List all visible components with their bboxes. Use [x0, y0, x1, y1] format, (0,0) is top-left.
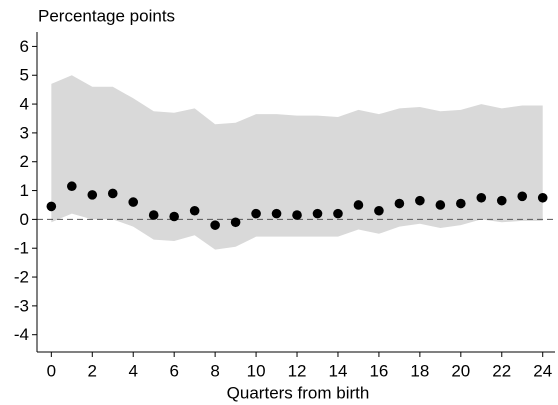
x-tick-label: 10	[247, 361, 266, 380]
y-tick-label: 1	[20, 181, 29, 200]
y-tick-label: 4	[20, 95, 29, 114]
point	[292, 210, 302, 220]
y-tick-label: 3	[20, 123, 29, 142]
point	[230, 217, 241, 228]
point	[374, 205, 384, 216]
y-axis-title: Percentage points	[38, 6, 175, 25]
x-tick-label: 0	[47, 361, 56, 380]
x-tick-label: 2	[88, 361, 97, 380]
y-tick-label: -2	[14, 268, 29, 287]
point	[394, 198, 405, 209]
point	[148, 210, 159, 220]
x-tick-label: 14	[329, 361, 348, 380]
y-tick-label: -1	[14, 239, 29, 258]
point	[87, 190, 98, 200]
point	[107, 188, 118, 199]
point	[517, 191, 528, 202]
point	[128, 197, 139, 207]
x-tick-label: 8	[210, 361, 219, 380]
point	[456, 198, 466, 209]
point	[353, 200, 364, 210]
point	[415, 195, 425, 206]
x-tick-label: 20	[451, 361, 470, 380]
point	[476, 192, 487, 203]
point	[210, 220, 220, 230]
point	[169, 211, 179, 222]
y-tick-label: -4	[14, 325, 29, 344]
x-tick-label: 22	[492, 361, 511, 380]
point	[271, 208, 282, 219]
point	[67, 181, 77, 192]
point	[251, 208, 261, 219]
y-tick-label: 5	[20, 66, 29, 85]
point	[46, 201, 57, 212]
x-tick-label: 4	[128, 361, 137, 380]
y-tick-label: 2	[20, 152, 29, 171]
point	[435, 200, 446, 210]
x-tick-label: 24	[533, 361, 552, 380]
y-tick-label: 0	[20, 210, 29, 229]
x-axis-title: Quarters from birth	[227, 383, 370, 402]
point	[537, 192, 548, 203]
y-tick-label: 6	[20, 37, 29, 56]
x-tick-label: 6	[169, 361, 178, 380]
point	[496, 195, 507, 206]
x-tick-label: 16	[369, 361, 388, 380]
point	[189, 205, 200, 216]
point	[312, 208, 323, 219]
y-tick-label: -3	[14, 296, 29, 315]
x-tick-label: 18	[410, 361, 429, 380]
x-tick-label: 12	[288, 361, 307, 380]
point	[333, 208, 343, 219]
confidence-band	[51, 75, 543, 250]
